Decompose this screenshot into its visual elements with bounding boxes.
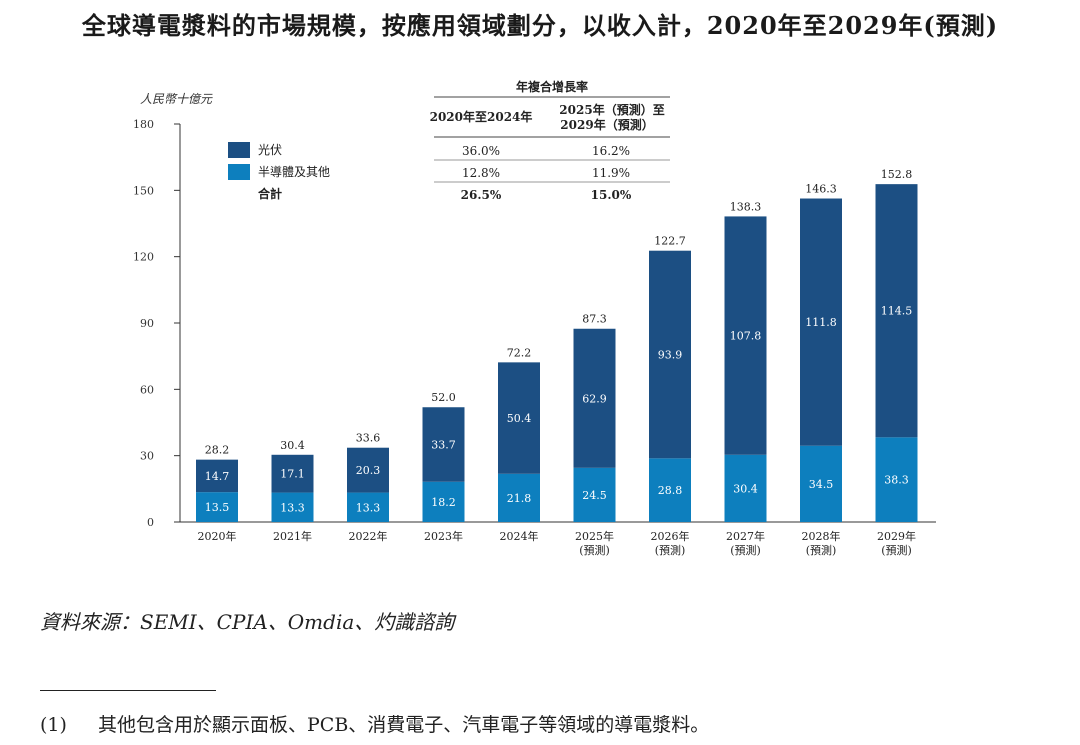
y-tick-label: 150 — [133, 184, 154, 197]
bar-semi — [271, 492, 314, 522]
chart-title: 全球導電漿料的市場規模，按應用領域劃分，以收入計，2020年至2029年(預測) — [81, 11, 999, 40]
bar-total-label: 33.6 — [356, 432, 381, 445]
legend-label-pv: 光伏 — [258, 143, 282, 157]
legend-swatch-pv — [228, 142, 250, 158]
bar-total-label: 122.7 — [654, 235, 686, 248]
bar-semi — [498, 473, 540, 522]
y-tick-label: 90 — [140, 317, 154, 330]
bar-semi — [800, 445, 842, 522]
bar-label-semi: 30.4 — [733, 482, 758, 495]
bar-label-semi: 24.5 — [582, 489, 607, 502]
bar-label-pv: 17.1 — [280, 468, 305, 481]
bar-label-pv: 107.8 — [730, 330, 762, 343]
x-tick-note: (預測) — [881, 543, 912, 557]
x-tick-label: 2029年 — [877, 529, 916, 543]
x-tick-label: 2024年 — [500, 529, 539, 543]
bar-label-semi: 13.5 — [205, 501, 230, 514]
bar-pv — [649, 250, 691, 459]
bar-pv — [498, 362, 540, 474]
bar-semi — [875, 437, 918, 522]
bar-label-semi: 21.8 — [507, 492, 532, 505]
x-tick-note: (預測) — [655, 543, 686, 557]
bar-total-label: 87.3 — [582, 313, 607, 326]
footnote: (1) 其他包含用於顯示面板、PCB、消費電子、汽車電子等領域的導電漿料。 — [40, 710, 709, 737]
x-tick-note: (預測) — [806, 543, 837, 557]
bar-pv — [196, 459, 238, 493]
bar-total-label: 30.4 — [280, 439, 305, 452]
x-tick-label: 2026年 — [651, 529, 690, 543]
footnote-divider — [40, 690, 216, 691]
y-tick-label: 180 — [133, 118, 154, 131]
bar-total-label: 52.0 — [431, 391, 456, 404]
legend-label-semi: 半導體及其他 — [258, 165, 330, 179]
bar-semi — [649, 458, 691, 522]
bar-total-label: 146.3 — [805, 183, 837, 196]
stacked-bar-chart: 人民幣十億元 0 30 60 90 120 150 180 13.5 14.7 28.2 13.3… — [133, 79, 936, 557]
x-tick-label: 2020年 — [198, 529, 237, 543]
bar-semi — [347, 492, 389, 522]
bar-total-label: 152.8 — [881, 168, 913, 181]
cagr-row-pv-b: 16.2% — [592, 144, 630, 158]
bar-semi — [724, 454, 767, 522]
cagr-row-semi-a: 12.8% — [462, 166, 500, 180]
x-tick-label: 2023年 — [424, 529, 463, 543]
bar-semi — [422, 481, 465, 522]
bar-pv — [271, 454, 314, 493]
bar-pv — [875, 184, 918, 438]
bar-total-label: 28.2 — [205, 444, 230, 457]
legend-swatch-semi — [228, 164, 250, 180]
cagr-col2-header-line2: 2029年（預測） — [560, 117, 653, 132]
x-tick-label: 2027年 — [726, 529, 765, 543]
source-note: 資料來源：SEMI、CPIA、Omdia、灼識諮詢 — [40, 610, 455, 634]
cagr-row-semi-b: 11.9% — [592, 166, 630, 180]
bar-pv — [422, 407, 465, 482]
cagr-row-total-a: 26.5% — [461, 188, 502, 202]
x-tick-label: 2021年 — [273, 529, 312, 543]
bar-label-pv: 93.9 — [658, 349, 683, 362]
x-tick-label: 2025年 — [575, 529, 614, 543]
cagr-row-total-b: 15.0% — [591, 188, 632, 202]
y-tick-label: 0 — [147, 516, 154, 529]
footnote-text: 其他包含用於顯示面板、PCB、消費電子、汽車電子等領域的導電漿料。 — [98, 714, 710, 736]
legend-label-total: 合計 — [258, 186, 282, 201]
bar-label-semi: 13.3 — [356, 501, 381, 514]
cagr-col1-header: 2020年至2024年 — [430, 109, 533, 124]
bar-label-pv: 33.7 — [431, 439, 456, 452]
bar-pv — [347, 447, 389, 493]
bar-label-pv: 111.8 — [805, 316, 837, 329]
bar-label-pv: 20.3 — [356, 464, 381, 477]
bar-label-semi: 13.3 — [280, 501, 305, 514]
bar-pv — [800, 198, 842, 446]
bar-label-semi: 28.8 — [658, 484, 683, 497]
bar-label-pv: 50.4 — [507, 412, 532, 425]
bar-pv — [573, 328, 616, 468]
bar-total-label: 72.2 — [507, 346, 532, 359]
y-axis-unit-label: 人民幣十億元 — [140, 92, 213, 106]
bar-label-pv: 14.7 — [205, 470, 230, 483]
y-tick-label: 30 — [140, 450, 154, 463]
x-tick-note: (預測) — [579, 543, 610, 557]
bar-label-pv: 62.9 — [582, 392, 607, 405]
x-tick-note: (預測) — [730, 543, 761, 557]
cagr-header: 年複合增長率 — [516, 79, 588, 94]
cagr-col2-header-line1: 2025年（預測）至 — [559, 102, 664, 117]
y-tick-label: 60 — [140, 383, 154, 396]
bar-semi — [573, 467, 616, 522]
cagr-row-pv-a: 36.0% — [462, 144, 500, 158]
bar-total-label: 138.3 — [730, 200, 762, 213]
x-tick-label: 2022年 — [349, 529, 388, 543]
bar-label-semi: 38.3 — [884, 474, 909, 487]
y-tick-label: 120 — [133, 251, 154, 264]
bar-label-semi: 34.5 — [809, 478, 834, 491]
x-tick-label: 2028年 — [802, 529, 841, 543]
bar-pv — [724, 216, 767, 455]
bar-label-semi: 18.2 — [431, 496, 456, 509]
footnote-number: (1) — [40, 714, 67, 736]
bar-label-pv: 114.5 — [881, 305, 913, 318]
bar-semi — [196, 492, 238, 522]
